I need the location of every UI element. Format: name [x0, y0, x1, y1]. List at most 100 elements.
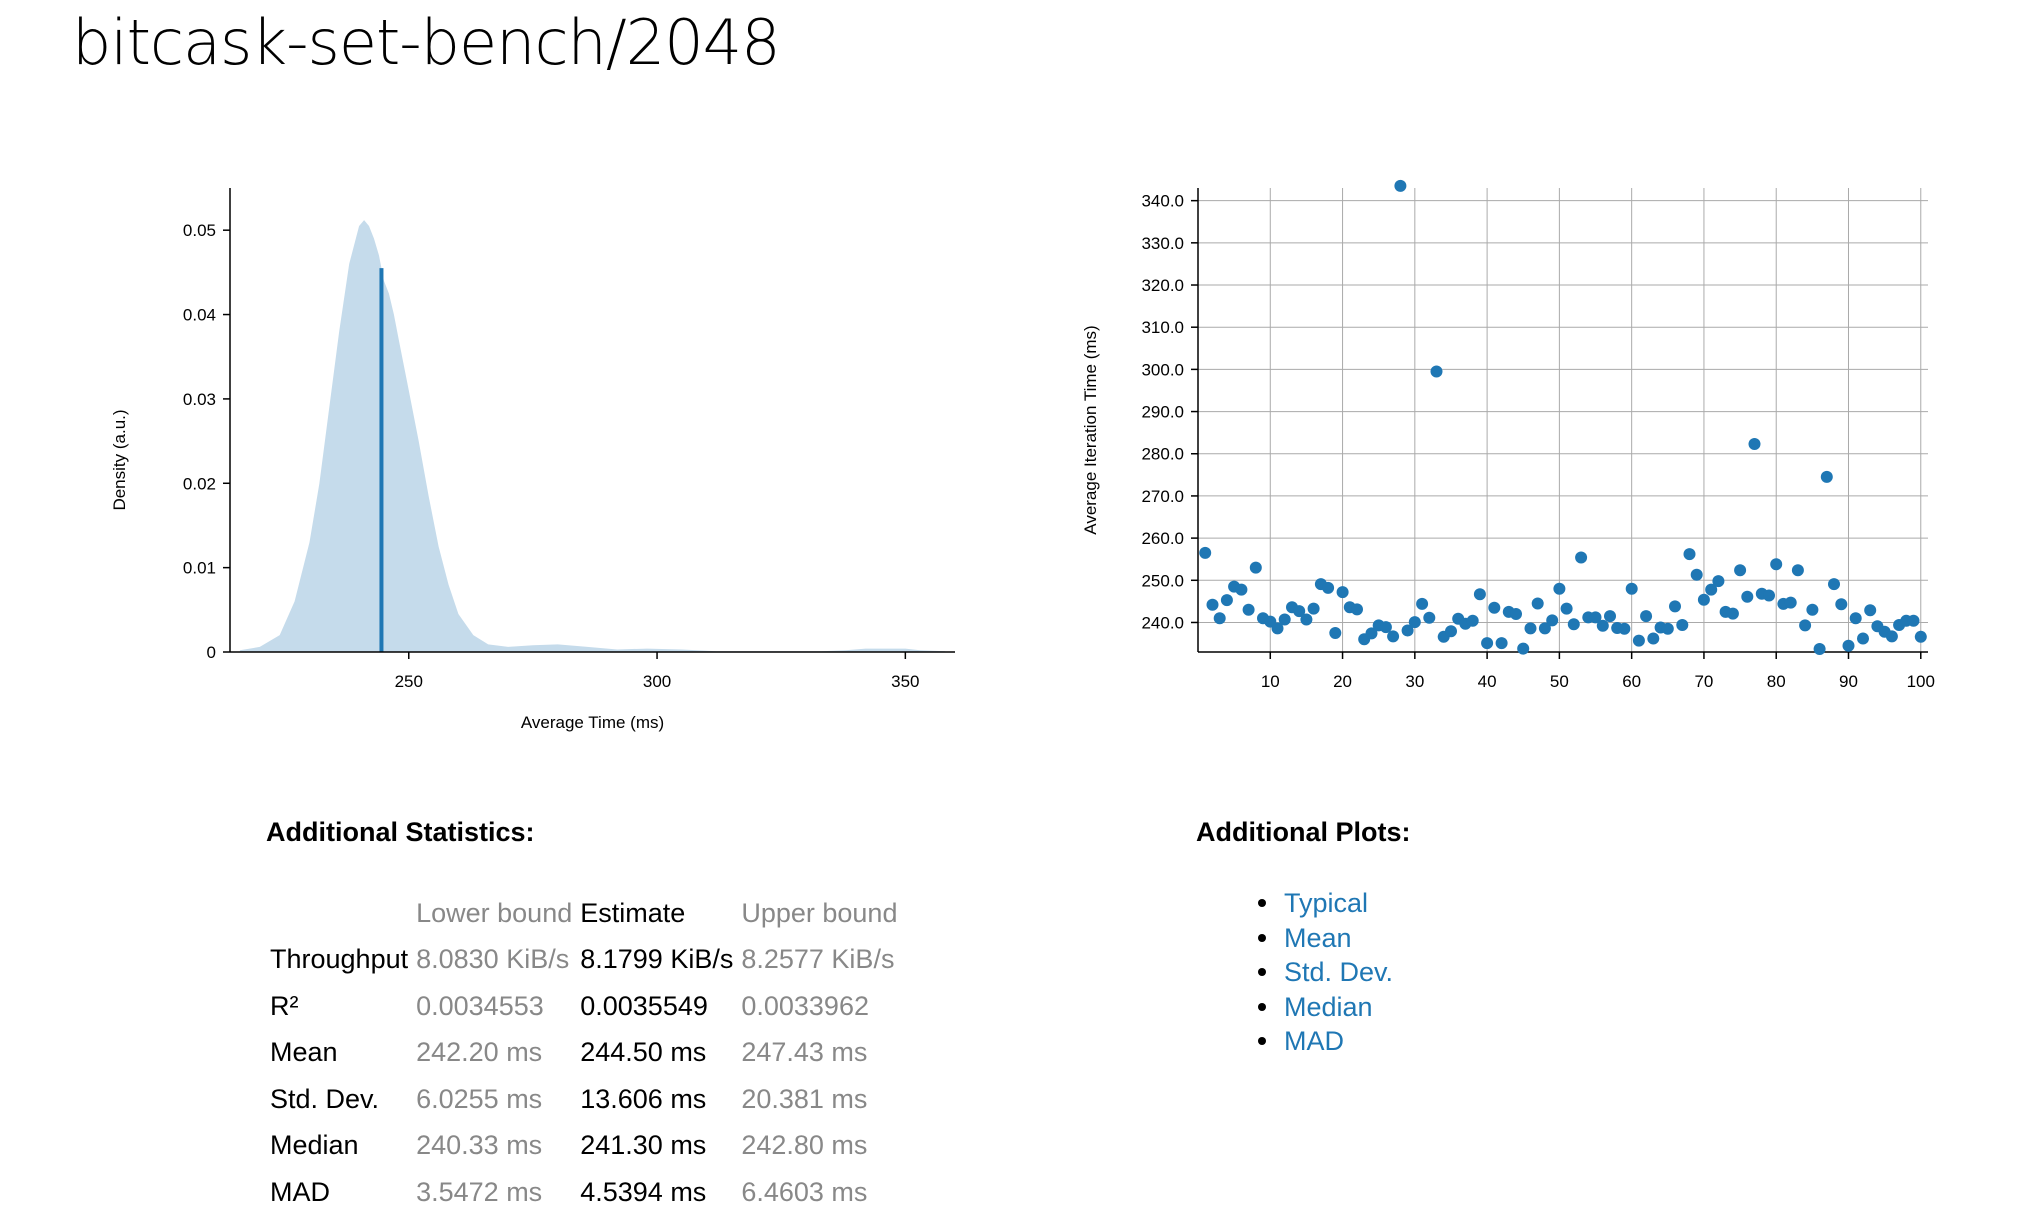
scatter-point [1575, 551, 1588, 564]
scatter-point [1560, 602, 1573, 615]
stats-lower-value: 6.0255 ms [416, 1083, 543, 1114]
scatter-y-tick-label: 280.0 [1141, 445, 1184, 464]
scatter-x-tick-label: 90 [1839, 672, 1858, 691]
scatter-point [1705, 583, 1718, 596]
stats-row-throughput: Throughput 8.0830 KiB/s 8.1799 KiB/s 8.2… [266, 937, 901, 984]
scatter-point [1365, 627, 1378, 640]
stats-upper-value: 20.381 ms [741, 1083, 868, 1114]
plot-link-typical[interactable]: Typical [1284, 888, 1369, 918]
scatter-point [1307, 602, 1320, 615]
scatter-point [1734, 564, 1747, 577]
scatter-point [1213, 612, 1226, 625]
stats-header-empty [266, 890, 412, 937]
scatter-point [1379, 621, 1392, 634]
scatter-x-tick-label: 40 [1478, 672, 1497, 691]
pdf-chart: 250 300 350 0 0.01 0.02 0.03 0.04 0.05 Average Ti… [110, 188, 955, 732]
scatter-point [1625, 582, 1638, 595]
stats-row-label: Throughput [270, 944, 409, 975]
stats-lower-value: 242.20 ms [416, 1037, 543, 1068]
scatter-point [1784, 596, 1797, 609]
plot-link-mad[interactable]: MAD [1284, 1026, 1344, 1056]
scatter-point [1690, 568, 1703, 581]
stats-row-label: Std. Dev. [270, 1083, 380, 1114]
plot-list-item: Typical [1258, 886, 1393, 921]
pdf-x-tick-label: 300 [643, 672, 671, 691]
stats-estimate-value: 241.30 ms [580, 1130, 707, 1161]
scatter-point [1430, 365, 1443, 378]
plot-link-median[interactable]: Median [1284, 991, 1373, 1022]
pdf-y-tick-label: 0.02 [183, 474, 216, 493]
scatter-point [1596, 619, 1609, 632]
scatter-point [1813, 643, 1826, 655]
stats-header-estimate: Estimate [580, 897, 686, 928]
scatter-point [1206, 598, 1219, 611]
pdf-y-tick-label: 0 [207, 643, 216, 662]
stats-header-lower: Lower bound [416, 897, 573, 928]
scatter-y-tick-label: 260.0 [1141, 529, 1184, 548]
scatter-x-tick-label: 50 [1550, 672, 1569, 691]
plot-list-item: Std. Dev. [1258, 955, 1393, 990]
additional-plots-list: Typical Mean Std. Dev. Median MAD [1258, 886, 1393, 1059]
scatter-point [1220, 594, 1233, 607]
scatter-point [1632, 634, 1645, 647]
scatter-y-tick-label: 310.0 [1141, 318, 1184, 337]
scatter-point [1799, 619, 1812, 632]
scatter-point [1676, 619, 1689, 631]
scatter-point [1271, 622, 1284, 635]
scatter-point [1640, 610, 1653, 623]
scatter-point [1726, 607, 1739, 620]
scatter-point [1828, 578, 1840, 591]
scatter-point [1835, 598, 1848, 611]
scatter-point [1408, 616, 1421, 629]
scatter-y-tick-label: 320.0 [1141, 276, 1184, 295]
stats-row-r2: R² 0.0034553 0.0035549 0.0033962 [266, 983, 901, 1030]
scatter-point [1510, 608, 1522, 620]
scatter-point [1907, 614, 1920, 627]
scatter-point [1351, 603, 1363, 616]
plots-heading: Additional Plots: [1196, 817, 1411, 847]
scatter-point [1820, 470, 1833, 483]
scatter-x-tick-label: 30 [1405, 672, 1424, 691]
scatter-point [1524, 622, 1537, 635]
scatter-point [1473, 588, 1486, 601]
pdf-y-tick-label: 0.01 [183, 559, 216, 578]
scatter-point [1748, 438, 1761, 450]
scatter-point [1669, 600, 1681, 613]
scatter-point [1842, 639, 1855, 652]
scatter-point [1763, 589, 1775, 602]
stats-lower-value: 3.5472 ms [416, 1176, 543, 1207]
scatter-y-tick-label: 290.0 [1141, 403, 1184, 422]
pdf-y-tick-label: 0.05 [183, 221, 216, 240]
scatter-point [1806, 603, 1819, 616]
stats-row-std-dev: Std. Dev. 6.0255 ms 13.606 ms 20.381 ms [266, 1076, 901, 1123]
scatter-point [1394, 179, 1407, 192]
pdf-x-tick-label: 350 [891, 672, 919, 691]
scatter-point [1329, 627, 1342, 639]
scatter-point [1466, 614, 1479, 627]
plot-link-std-dev[interactable]: Std. Dev. [1284, 957, 1394, 987]
scatter-point [1488, 601, 1501, 614]
scatter-x-tick-label: 10 [1261, 672, 1280, 691]
scatter-y-tick-label: 240.0 [1141, 613, 1184, 632]
scatter-point [1857, 632, 1869, 645]
stats-estimate-value: 13.606 ms [580, 1083, 707, 1114]
stats-lower-value: 0.0034553 [416, 990, 544, 1021]
scatter-x-tick-label: 80 [1767, 672, 1786, 691]
scatter-point [1791, 564, 1804, 577]
scatter-point [1416, 597, 1429, 610]
scatter-x-tick-label: 100 [1907, 672, 1935, 691]
stats-upper-value: 6.4603 ms [741, 1176, 868, 1207]
scatter-point [1864, 604, 1877, 617]
plot-link-mean[interactable]: Mean [1284, 922, 1352, 953]
stats-upper-value: 0.0033962 [741, 990, 869, 1021]
scatter-point [1885, 630, 1898, 643]
scatter-point [1300, 613, 1313, 626]
stats-estimate-value: 244.50 ms [580, 1037, 707, 1068]
scatter-y-tick-label: 270.0 [1141, 487, 1184, 506]
stats-estimate-value: 0.0035549 [580, 990, 708, 1021]
scatter-x-tick-label: 60 [1622, 672, 1641, 691]
scatter-point [1914, 630, 1927, 643]
scatter-point [1770, 558, 1783, 571]
stats-row-label: Median [270, 1130, 359, 1161]
plot-list-item: Mean [1258, 921, 1393, 956]
